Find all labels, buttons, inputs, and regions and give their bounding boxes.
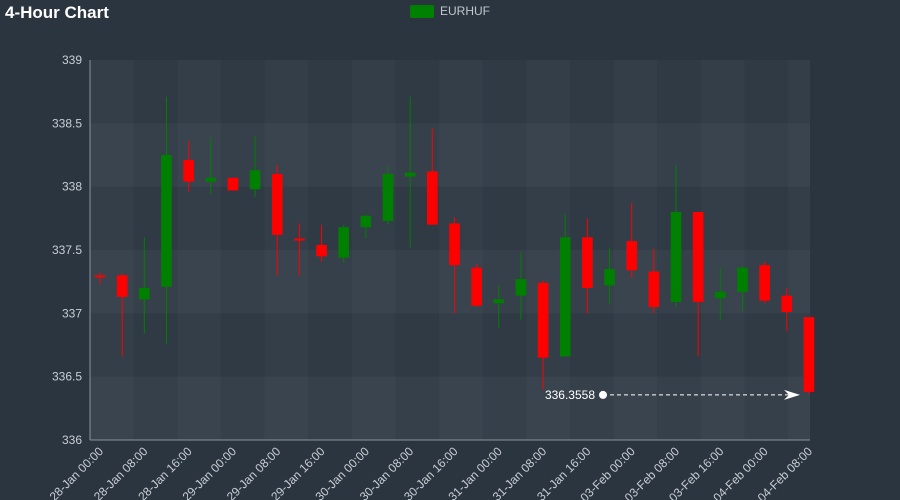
- candle-body: [205, 177, 217, 182]
- candle-body: [449, 223, 460, 266]
- y-tick-label: 338.5: [52, 116, 82, 130]
- candle-body: [604, 269, 615, 286]
- candle-body: [737, 267, 748, 292]
- y-tick-label: 338: [62, 180, 82, 194]
- candle-body: [183, 160, 194, 182]
- candle[interactable]: [138, 237, 150, 334]
- candle-body: [161, 155, 172, 287]
- y-tick-label: 337: [62, 306, 82, 320]
- candle-body: [493, 299, 505, 304]
- vertical-band: [220, 60, 265, 440]
- candle-body: [559, 237, 571, 357]
- candle[interactable]: [515, 252, 527, 320]
- candle[interactable]: [759, 261, 770, 304]
- candle[interactable]: [294, 223, 305, 276]
- candle[interactable]: [183, 141, 194, 192]
- candle-body: [404, 172, 416, 177]
- legend-swatch-icon: [410, 4, 434, 18]
- candle[interactable]: [737, 266, 748, 311]
- candle-body: [360, 215, 372, 228]
- candle-body: [116, 275, 128, 297]
- candle[interactable]: [227, 177, 239, 191]
- candle-body: [670, 212, 682, 302]
- candle[interactable]: [360, 214, 372, 239]
- y-tick-label: 339: [62, 53, 82, 67]
- candle[interactable]: [670, 165, 682, 307]
- candle[interactable]: [426, 128, 438, 225]
- candle-body: [294, 238, 305, 241]
- candle-body: [316, 244, 327, 257]
- candle[interactable]: [116, 274, 128, 357]
- candle[interactable]: [471, 263, 482, 307]
- legend[interactable]: EURHUF: [410, 4, 490, 18]
- vertical-band: [744, 60, 789, 440]
- annotation-arrow-icon: [784, 389, 800, 400]
- candle-body: [714, 291, 726, 299]
- candle[interactable]: [94, 272, 106, 285]
- candle[interactable]: [648, 248, 660, 314]
- chart-title: 4-Hour Chart: [5, 3, 109, 22]
- candle[interactable]: [338, 224, 350, 263]
- candle-body: [648, 271, 660, 307]
- candle[interactable]: [604, 247, 615, 305]
- candle[interactable]: [714, 267, 726, 320]
- candle[interactable]: [404, 96, 416, 248]
- candle[interactable]: [249, 136, 261, 197]
- candle-body: [781, 295, 793, 313]
- candle-body: [759, 265, 770, 301]
- candle[interactable]: [449, 217, 460, 314]
- candle[interactable]: [582, 218, 593, 314]
- candle[interactable]: [205, 137, 217, 195]
- candle-body: [803, 317, 815, 392]
- candle-body: [382, 174, 394, 221]
- candle-body: [426, 171, 438, 225]
- candle-body: [471, 267, 482, 306]
- y-tick-label: 336: [62, 433, 82, 447]
- candle[interactable]: [537, 280, 549, 390]
- candle[interactable]: [493, 285, 505, 329]
- vertical-band: [482, 60, 527, 440]
- candle[interactable]: [271, 165, 283, 276]
- candle[interactable]: [316, 224, 327, 262]
- y-tick-label: 336.5: [52, 370, 82, 384]
- candle[interactable]: [692, 212, 704, 357]
- candle[interactable]: [559, 214, 571, 357]
- candle-body: [626, 241, 638, 271]
- candle[interactable]: [382, 166, 394, 225]
- candle-body: [249, 170, 261, 190]
- candle[interactable]: [626, 203, 638, 278]
- candle[interactable]: [161, 96, 172, 344]
- candle[interactable]: [803, 317, 815, 395]
- candle-body: [138, 288, 150, 300]
- y-tick-label: 337.5: [52, 243, 82, 257]
- annotation-label: 336.3558: [545, 388, 595, 402]
- candle-body: [94, 275, 106, 278]
- candle[interactable]: [781, 288, 793, 332]
- candle-body: [227, 177, 239, 191]
- candle-body: [271, 174, 283, 235]
- horizontal-band: [90, 377, 810, 440]
- candle-body: [515, 279, 527, 296]
- legend-label: EURHUF: [440, 4, 490, 18]
- candle-body: [582, 237, 593, 288]
- candle-body: [338, 227, 350, 258]
- vertical-band: [395, 60, 440, 440]
- horizontal-band: [90, 123, 810, 186]
- candle-body: [692, 212, 704, 302]
- candle-body: [537, 282, 549, 358]
